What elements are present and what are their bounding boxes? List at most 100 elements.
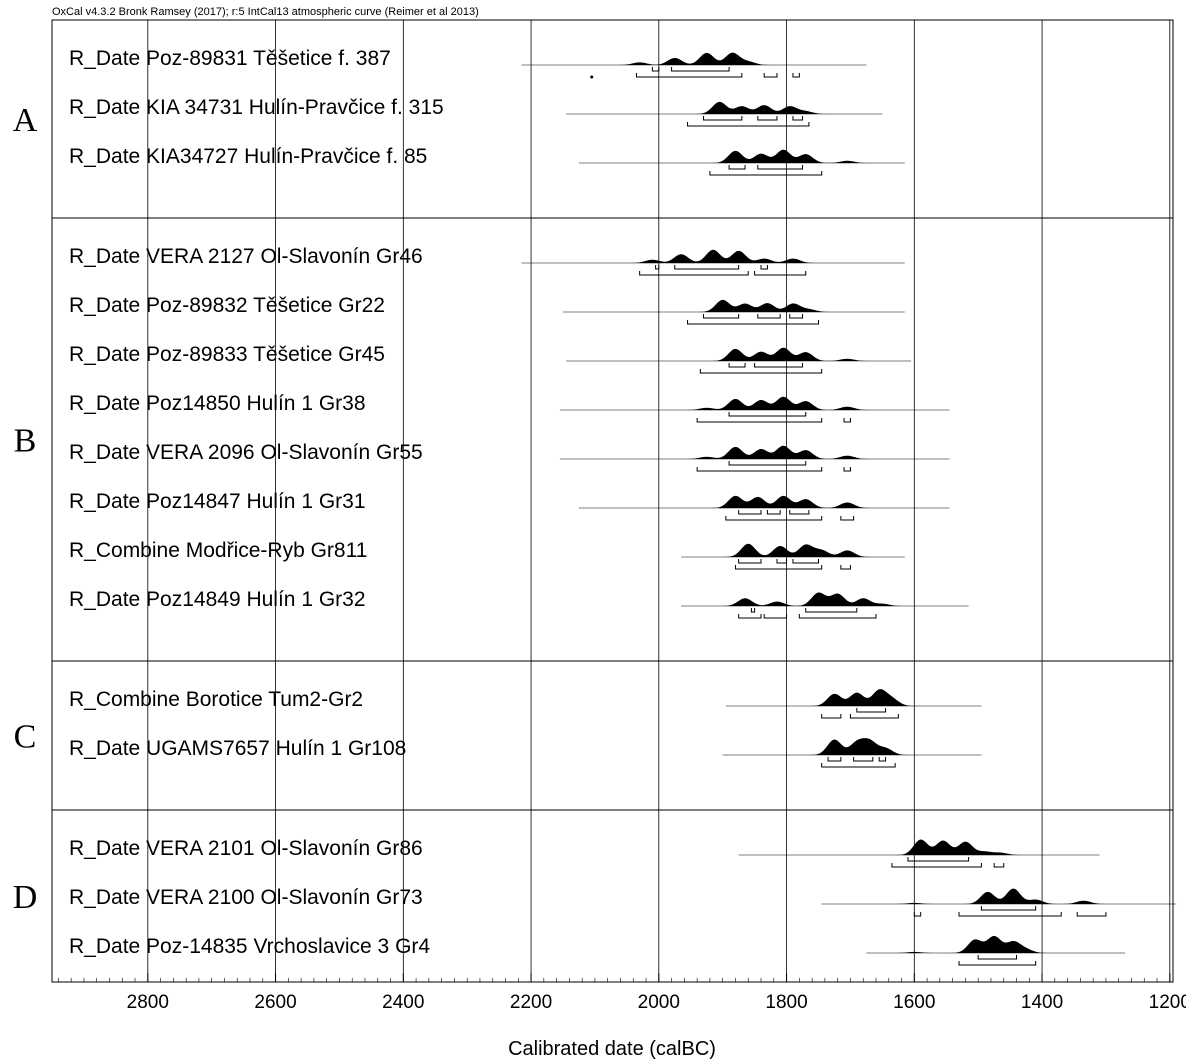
row-1-7-range68 [805,608,858,613]
tick-label-2400: 2400 [382,992,424,1013]
row-1-1-range68 [789,314,804,319]
row-2-0-range95 [849,714,899,719]
row-2-1-range95 [821,763,896,768]
row-1-5-distribution [578,495,950,508]
row-0-1-range95 [687,122,810,127]
row-0-0-label: R_Date Poz-89831 Těšetice f. 387 [69,47,391,70]
row-1-2-range68 [754,363,804,368]
row-1-0-range95 [754,271,807,276]
group-labels: A B C D [13,102,38,916]
distribution-rows: R_Date Poz-89831 Těšetice f. 387 R_Date K… [69,47,1177,966]
row-1-3-range95 [696,418,823,423]
row-1-2-range68 [728,363,746,368]
x-axis: 2800 2600 2400 2200 2000 1800 1600 1400 1200 [58,973,1186,1013]
row-0-1-range68 [757,116,778,121]
row-1-4-range95 [843,467,851,472]
row-2-1-range68 [827,757,842,762]
row-1-1-range95 [687,320,819,325]
row-1-0-label: R_Date VERA 2127 Ol-Slavonín Gr46 [69,245,423,268]
row-0-0-range68 [651,67,660,72]
row-3-1-range68 [980,906,1037,911]
row-1-6-range68 [792,559,819,564]
row-1-0-distribution [521,249,905,263]
row-1-3-distribution [559,396,950,410]
row-1-7-range95 [798,614,877,619]
row-3-0-distribution [738,839,1100,855]
row-1-0-range68 [655,265,660,270]
row-1-5-label: R_Date Poz14847 Hulín 1 Gr31 [69,490,366,513]
x-axis-title: Calibrated date (calBC) [508,1038,716,1060]
row-2-1-label: R_Date UGAMS7657 Hulín 1 Gr108 [69,737,406,760]
row-3-2-label: R_Date Poz-14835 Vrchoslavice 3 Gr4 [69,935,430,958]
row-1-6-range95 [734,565,823,570]
row-3-1-range95 [913,912,922,917]
row-1-5-range68 [738,510,762,515]
row-3-1-distribution [821,888,1177,904]
group-label-A: A [13,102,38,139]
row-3-0-range95 [993,863,1005,868]
row-1-6-range95 [840,565,851,570]
row-0-0-marker [590,75,594,79]
row-1-2-distribution [566,347,912,361]
row-2-1-distribution [722,738,982,755]
tick-label-2600: 2600 [254,992,296,1013]
row-2-0-distribution [725,689,982,706]
row-1-2-range95 [699,369,823,374]
row-0-1-range68 [792,116,804,121]
row-3-2-range68 [977,955,1018,960]
row-1-4-range68 [728,461,807,466]
row-0-2-distribution [578,149,905,163]
row-0-0-range95 [635,73,743,78]
row-0-2-range68 [728,165,746,170]
group-label-D: D [13,879,38,916]
row-3-0-range68 [907,857,970,862]
row-1-1-label: R_Date Poz-89832 Těšetice Gr22 [69,294,385,317]
group-label-B: B [14,423,37,460]
tick-label-2800: 2800 [127,992,169,1013]
row-1-3-range95 [843,418,851,423]
row-0-2-label: R_Date KIA34727 Hulín-Pravčice f. 85 [69,145,427,168]
row-1-0-range68 [674,265,740,270]
row-2-0-range95 [821,714,842,719]
row-0-0-range95 [763,73,778,78]
row-1-3-range68 [728,412,807,417]
row-1-6-range68 [776,559,788,564]
row-0-2-range68 [757,165,804,170]
row-3-1-range95 [958,912,1062,917]
row-1-6-label: R_Combine Modřice-Ryb Gr811 [69,539,367,562]
row-3-2-distribution [866,935,1126,953]
tick-label-1600: 1600 [893,992,935,1013]
row-1-7-range95 [738,614,762,619]
row-1-7-label: R_Date Poz14849 Hulín 1 Gr32 [69,588,366,611]
row-1-0-range95 [639,271,749,276]
row-0-0-range95 [792,73,800,78]
row-1-4-range95 [696,467,823,472]
row-3-1-label: R_Date VERA 2100 Ol-Slavonín Gr73 [69,886,423,909]
tick-label-2000: 2000 [638,992,680,1013]
row-1-4-label: R_Date VERA 2096 Ol-Slavonín Gr55 [69,441,423,464]
row-0-2-range95 [709,171,823,176]
row-2-0-label: R_Combine Borotice Tum2-Gr2 [69,688,363,711]
row-3-0-label: R_Date VERA 2101 Ol-Slavonín Gr86 [69,837,423,860]
row-1-7-range95 [763,614,788,619]
row-2-1-range68 [853,757,874,762]
row-1-0-range68 [760,265,768,270]
row-1-2-label: R_Date Poz-89833 Těšetice Gr45 [69,343,385,366]
row-1-5-range95 [840,516,855,521]
row-3-1-range95 [1076,912,1107,917]
tick-label-1200: 1200 [1149,992,1186,1013]
row-1-5-range68 [766,510,781,515]
tick-label-1800: 1800 [765,992,807,1013]
row-1-7-distribution [681,592,969,606]
gridlines [147,20,1171,982]
row-1-4-distribution [559,445,950,459]
row-0-0-distribution [521,52,867,65]
row-1-6-distribution [681,543,905,557]
row-1-5-range95 [725,516,823,521]
tick-label-1400: 1400 [1021,992,1063,1013]
row-1-1-range68 [757,314,781,319]
tick-label-2200: 2200 [510,992,552,1013]
plot-frame [51,19,1174,983]
group-label-C: C [14,719,37,756]
